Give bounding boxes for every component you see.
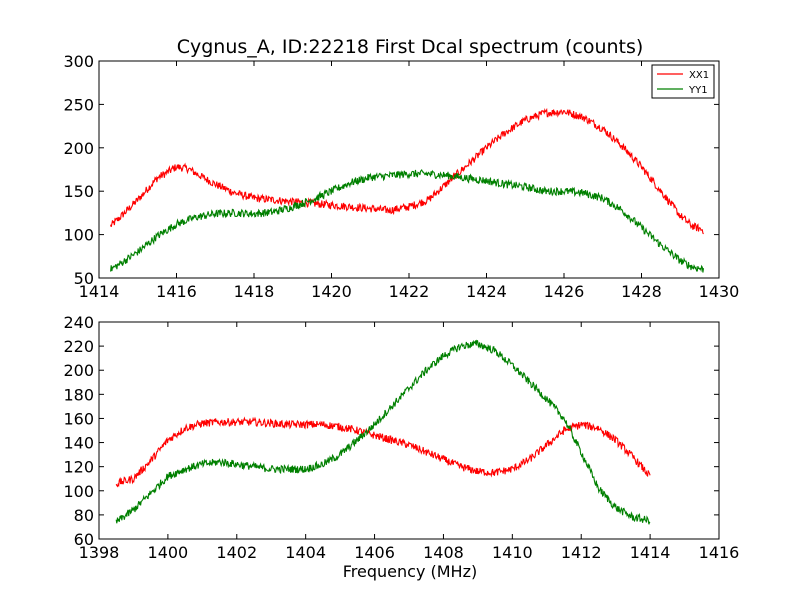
y-tick-label: 100 [63,482,94,501]
series-line-yy1 [110,169,705,273]
y-tick-label: 180 [63,385,94,404]
x-tick-label: 1426 [544,282,585,301]
x-tick-label: 1412 [561,543,602,562]
y-tick-label: 140 [63,434,94,453]
x-tick-label: 1404 [285,543,326,562]
y-tick-label: 150 [63,182,94,201]
bottom-panel-frame [98,321,720,540]
x-tick-label: 1398 [79,543,120,562]
y-tick-label: 50 [74,269,94,288]
x-tick-label: 1408 [423,543,464,562]
y-tick-label: 60 [74,530,94,549]
x-tick-label: 1422 [389,282,430,301]
y-tick-label: 200 [63,361,94,380]
top-panel-ticks: 1414 1416 1418 1420 1422 1424 1426 1428 1430 50 10… [63,52,739,301]
legend-label-yy1: YY1 [688,85,708,96]
y-tick-label: 160 [63,409,94,428]
x-tick-label: 1400 [148,543,189,562]
top-panel-series [110,107,705,273]
x-tick-label: 1428 [621,282,662,301]
x-tick-label: 1430 [699,282,740,301]
y-tick-label: 80 [74,506,94,525]
x-axis-label: Frequency (MHz) [343,562,477,581]
x-tick-label: 1424 [466,282,507,301]
y-tick-label: 250 [63,95,94,114]
x-tick-label: 1416 [699,543,740,562]
x-tick-label: 1410 [492,543,533,562]
bottom-panel-ticks: 1398 1400 1402 1404 1406 1408 1410 1412 1414 1416… [63,313,739,562]
x-tick-label: 1414 [79,282,120,301]
x-tick-label: 1414 [630,543,671,562]
y-tick-label: 300 [63,52,94,71]
bottom-spectrum-panel: 1398 1400 1402 1404 1406 1408 1410 1412 1414 1416… [63,313,739,562]
bottom-panel-series [115,339,651,525]
x-tick-label: 1416 [156,282,197,301]
series-line-yy1 [115,339,651,525]
y-tick-label: 200 [63,139,94,158]
x-tick-label: 1406 [354,543,395,562]
x-tick-label: 1402 [216,543,257,562]
top-spectrum-panel: 1414 1416 1418 1420 1422 1424 1426 1428 1430 50 10… [63,52,739,301]
y-tick-label: 240 [63,313,94,332]
y-tick-label: 120 [63,458,94,477]
legend-label-xx1: XX1 [689,70,709,81]
series-line-xx1 [110,107,704,235]
legend: XX1 YY1 [651,64,715,99]
y-tick-label: 220 [63,337,94,356]
y-tick-label: 100 [63,226,94,245]
series-line-xx1 [115,416,651,488]
x-tick-label: 1420 [311,282,352,301]
top-panel-frame [98,60,720,279]
chart-title: Cygnus_A, ID:22218 First Dcal spectrum (… [177,36,644,58]
legend-box [651,64,715,99]
x-tick-label: 1418 [234,282,275,301]
